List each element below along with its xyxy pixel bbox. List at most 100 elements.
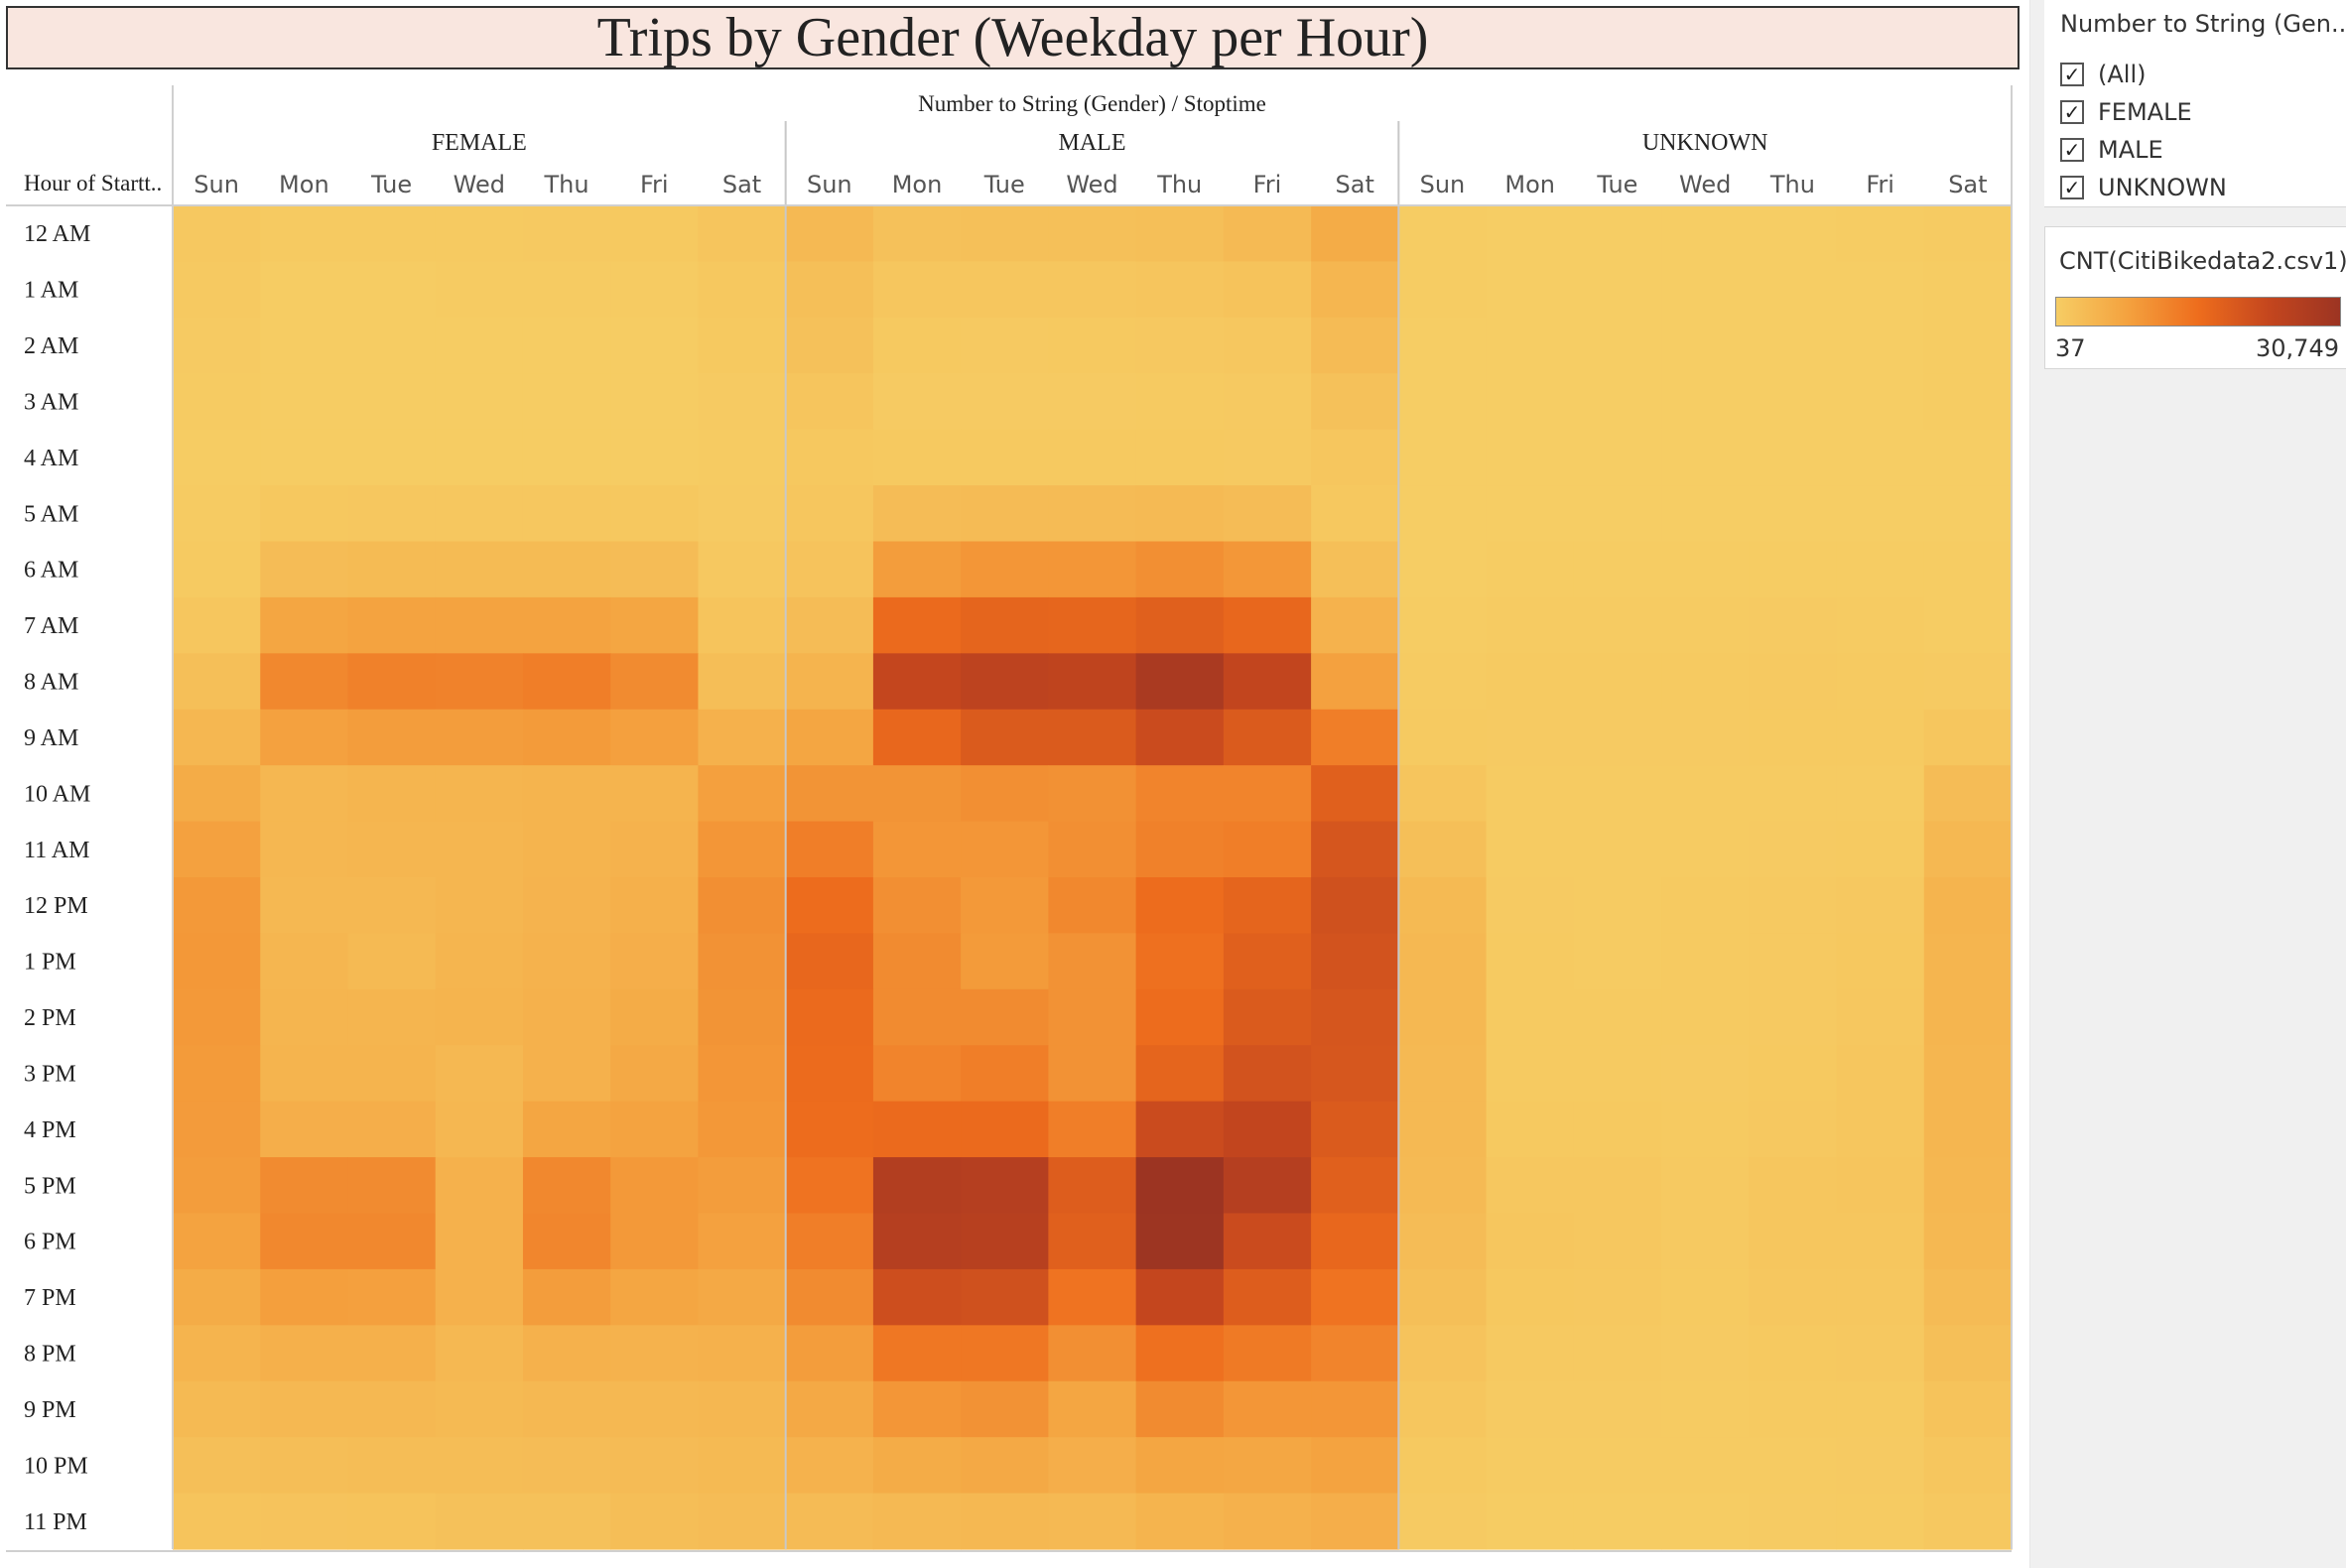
heatmap-cell (173, 1213, 261, 1270)
heatmap-cell (1661, 709, 1750, 766)
heatmap-cell (1135, 1380, 1225, 1438)
heatmap-cell (610, 541, 700, 598)
heatmap-cell (173, 429, 261, 486)
heatmap-cell (1923, 485, 2013, 543)
heatmap-cell (1048, 765, 1137, 823)
heatmap-cell (1661, 1101, 1750, 1158)
heatmap-cell (1223, 653, 1312, 711)
day-label: Fri (1253, 171, 1282, 198)
heatmap-cell (1923, 1101, 2013, 1158)
heatmap-cell (785, 317, 874, 374)
hour-label: 5 AM (24, 501, 78, 527)
hour-label: 6 AM (24, 558, 78, 584)
heatmap-cell (260, 765, 349, 823)
heatmap-cell (173, 317, 261, 374)
legend-color-ramp (2055, 297, 2341, 327)
heatmap-cell (1048, 821, 1137, 878)
heatmap-cell (698, 317, 787, 374)
heatmap-cell (1573, 1101, 1662, 1158)
heatmap-cell (347, 1268, 437, 1326)
heatmap-cell (1749, 933, 1838, 990)
heatmap-cell (1573, 596, 1662, 654)
filter-item-label: FEMALE (2098, 98, 2192, 126)
heatmap-cell (1486, 261, 1575, 319)
filter-item-male[interactable]: ✓ MALE (2060, 133, 2163, 167)
heatmap-cell (1486, 709, 1575, 766)
heatmap-cell (1311, 541, 1399, 598)
heatmap-cell (260, 596, 349, 654)
heatmap-cell (435, 596, 524, 654)
heatmap-cell (610, 317, 700, 374)
filter-item-unknown[interactable]: ✓ UNKNOWN (2060, 171, 2227, 204)
heatmap-cell (1923, 1268, 2013, 1326)
heatmap-cell (961, 1157, 1049, 1215)
heatmap-cell (1749, 1380, 1838, 1438)
checkbox-checked-icon[interactable]: ✓ (2060, 176, 2084, 199)
heatmap-cell (1923, 317, 2013, 374)
heatmap-cell (785, 205, 874, 263)
heatmap-cell (1661, 1157, 1750, 1215)
heatmap-cell (1486, 485, 1575, 543)
heatmap-cell (1749, 261, 1838, 319)
heatmap-cell (1923, 709, 2013, 766)
row-header-label: Hour of Startt.. (24, 171, 162, 196)
hour-label: 10 PM (24, 1453, 88, 1479)
hour-label: 10 AM (24, 781, 90, 807)
heatmap-cell (522, 1045, 611, 1103)
heatmap-cell (1661, 877, 1750, 935)
heatmap-cell (347, 821, 437, 878)
heatmap-cell (522, 933, 611, 990)
heatmap-cell (1223, 373, 1312, 431)
heatmap-cell (435, 1157, 524, 1215)
heatmap-cell (698, 261, 787, 319)
group-label: UNKNOWN (1642, 130, 1768, 156)
heatmap-cell (1223, 1157, 1312, 1215)
heatmap-cell (173, 988, 261, 1046)
heatmap-cell (610, 709, 700, 766)
heatmap-cell (435, 988, 524, 1046)
heatmap-cell (961, 429, 1049, 486)
heatmap-cell (435, 541, 524, 598)
checkbox-checked-icon[interactable]: ✓ (2060, 100, 2084, 124)
checkbox-checked-icon[interactable]: ✓ (2060, 138, 2084, 162)
heatmap-cell (522, 317, 611, 374)
heatmap-cell (1749, 1325, 1838, 1382)
heatmap-cell (698, 709, 787, 766)
heatmap-cell (698, 1437, 787, 1495)
heatmap-cell (522, 205, 611, 263)
heatmap-cell (1311, 988, 1399, 1046)
heatmap-cell (1398, 541, 1488, 598)
heatmap-cell (698, 1045, 787, 1103)
heatmap-cell (1311, 205, 1399, 263)
heatmap-cell (1923, 1493, 2013, 1550)
heatmap-cell (1135, 205, 1225, 263)
heatmap-cell (1311, 877, 1399, 935)
heatmap-cell (1223, 933, 1312, 990)
heatmap-cell (1923, 821, 2013, 878)
heatmap-cell (872, 1380, 962, 1438)
heatmap-cell (1486, 821, 1575, 878)
day-label: Wed (1679, 171, 1731, 198)
heatmap-cell (435, 1325, 524, 1382)
heatmap-cell (872, 653, 962, 711)
heatmap-cell (1311, 485, 1399, 543)
heatmap-cell (1048, 877, 1137, 935)
heatmap-cell (872, 261, 962, 319)
filter-item-female[interactable]: ✓ FEMALE (2060, 95, 2192, 129)
heatmap-cell (347, 317, 437, 374)
heatmap-cell (1573, 1437, 1662, 1495)
heatmap-cell (1923, 1380, 2013, 1438)
legend-title: CNT(CitiBikedata2.csv1) (2059, 247, 2346, 275)
heatmap-cell (872, 877, 962, 935)
heatmap-cell (961, 1101, 1049, 1158)
heatmap-cell (1048, 429, 1137, 486)
filter-item-all[interactable]: ✓ (All) (2060, 58, 2146, 91)
heatmap-cell (1486, 373, 1575, 431)
checkbox-checked-icon[interactable]: ✓ (2060, 63, 2084, 86)
day-label: Thu (1769, 171, 1815, 198)
heatmap-cell (435, 821, 524, 878)
heatmap-cell (1573, 541, 1662, 598)
heatmap-cell (1223, 1268, 1312, 1326)
color-legend-card: CNT(CitiBikedata2.csv1) 37 30,749 (2044, 226, 2346, 369)
heatmap-cell (785, 1157, 874, 1215)
